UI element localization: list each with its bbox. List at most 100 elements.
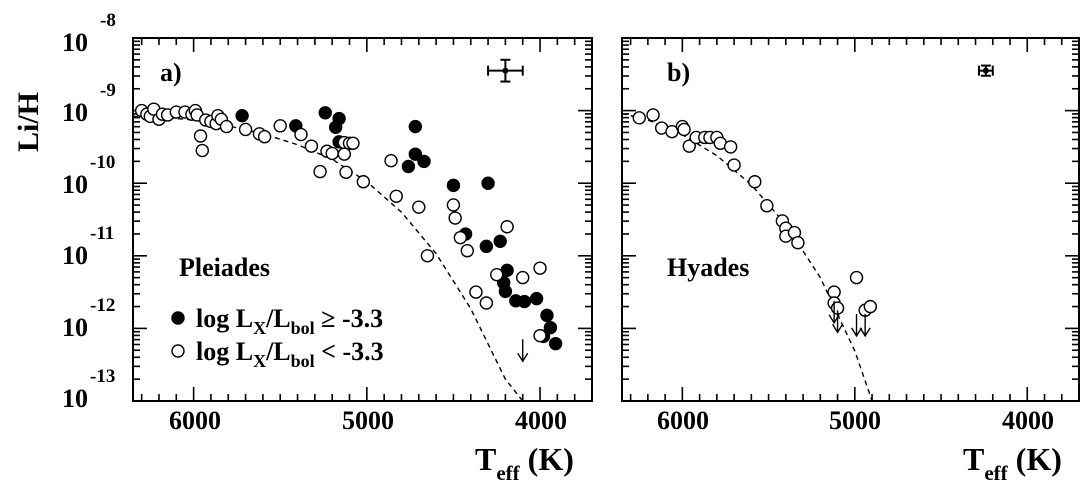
legend-entry-filled: log LX/Lbol ≥ -3.3 bbox=[196, 304, 383, 338]
data-point-open bbox=[748, 175, 762, 189]
data-point-open bbox=[389, 189, 403, 203]
data-point-open bbox=[500, 220, 514, 234]
y-tick-base: 10 bbox=[62, 384, 88, 413]
data-point-open bbox=[791, 236, 805, 250]
data-point-open bbox=[723, 140, 738, 154]
data-point-filled bbox=[408, 119, 423, 134]
y-tick-exp: -10 bbox=[90, 152, 115, 173]
x-axis-title-b: Teff (K) bbox=[963, 441, 1062, 485]
y-tick-base: 10 bbox=[62, 98, 88, 127]
upper-limit-head bbox=[517, 352, 529, 363]
data-point-filled bbox=[318, 106, 332, 120]
panel-pleiades: a) Pleiades 10 -8 10 -9 10 -10 10 -11 10… bbox=[12, 10, 593, 485]
data-point-open bbox=[849, 270, 864, 285]
data-point-open bbox=[479, 296, 494, 310]
data-point-open bbox=[760, 199, 774, 213]
x-axis-title-a: Teff (K) bbox=[475, 441, 574, 485]
upper-limit-head bbox=[850, 327, 863, 338]
data-point-open bbox=[490, 267, 504, 282]
data-point-open bbox=[632, 111, 646, 125]
upper-limit-arrow bbox=[850, 313, 863, 338]
data-point-open bbox=[516, 270, 530, 285]
y-tick-base: 10 bbox=[62, 313, 88, 342]
data-point-filled bbox=[235, 108, 249, 123]
y-tick-exp: -13 bbox=[90, 366, 115, 387]
data-point-filled bbox=[401, 159, 416, 174]
data-point-open bbox=[313, 164, 327, 179]
data-point-open bbox=[304, 139, 319, 153]
data-point-filled bbox=[543, 320, 558, 335]
data-point-filled bbox=[446, 178, 461, 193]
panel-label-b: b) bbox=[667, 58, 690, 87]
data-point-open bbox=[346, 136, 360, 150]
upper-limit-head bbox=[831, 323, 844, 334]
data-point-open bbox=[339, 165, 353, 180]
data-point-open bbox=[257, 130, 272, 144]
data-point-open bbox=[219, 119, 234, 134]
data-point-open bbox=[384, 153, 398, 168]
x-tick-label: 6000 bbox=[169, 406, 221, 435]
y-tick-base: 10 bbox=[62, 170, 88, 199]
data-point-open bbox=[646, 108, 660, 122]
ticks-b bbox=[622, 37, 1080, 402]
data-point-open bbox=[677, 122, 691, 137]
data-point-open bbox=[193, 129, 208, 143]
data-point-open bbox=[412, 200, 426, 214]
error-bar-b bbox=[977, 64, 994, 77]
data-point-open bbox=[337, 147, 352, 161]
plot-frame-b bbox=[621, 37, 1080, 402]
x-axis-labels-a: 6000 5000 4000 bbox=[169, 406, 567, 435]
data-point-filled bbox=[509, 294, 523, 308]
upper-limit-arrow bbox=[517, 339, 529, 363]
upper-limit-arrow bbox=[859, 313, 871, 338]
y-axis-labels: 10 -8 10 -9 10 -10 10 -11 10 -12 10 -13 bbox=[62, 10, 116, 413]
data-point-open bbox=[533, 261, 547, 275]
data-point-open bbox=[446, 198, 461, 212]
data-point-filled bbox=[408, 147, 423, 161]
data-point-filled bbox=[498, 284, 513, 299]
data-point-open bbox=[294, 127, 308, 142]
data-point-open bbox=[448, 211, 462, 225]
data-point-filled bbox=[479, 239, 494, 254]
y-tick-base: 10 bbox=[62, 28, 88, 57]
data-point-filled bbox=[529, 291, 544, 306]
data-point-open bbox=[469, 285, 483, 299]
data-point-filled bbox=[481, 176, 495, 190]
data-point-open bbox=[273, 119, 287, 133]
upper-limit-head bbox=[859, 327, 871, 338]
panel-hyades: b) Hyades 6000 5000 4000 Teff (K) bbox=[621, 37, 1080, 485]
data-point-open bbox=[238, 122, 253, 137]
y-tick-exp: -9 bbox=[100, 80, 116, 101]
x-tick-label: 4000 bbox=[515, 406, 567, 435]
data-point-open bbox=[682, 139, 696, 153]
panel-label-a: a) bbox=[160, 58, 182, 87]
ticks-a bbox=[133, 37, 593, 402]
x-tick-label: 6000 bbox=[657, 406, 709, 435]
y-tick-base: 10 bbox=[62, 241, 88, 270]
legend-entry-open: log LX/Lbol < -3.3 bbox=[196, 337, 384, 371]
data-point-filled bbox=[493, 234, 507, 248]
data-point-open bbox=[460, 244, 474, 258]
y-tick-exp: -11 bbox=[90, 223, 114, 244]
data-point-filled bbox=[548, 336, 563, 351]
data-point-open bbox=[356, 175, 371, 189]
data-point-filled bbox=[332, 111, 346, 126]
y-tick-exp: -8 bbox=[100, 10, 116, 31]
data-point-filled bbox=[417, 154, 431, 169]
y-tick-exp: -12 bbox=[90, 295, 115, 316]
x-tick-label: 5000 bbox=[829, 406, 881, 435]
upper-limit-arrow bbox=[831, 310, 844, 334]
data-point-open bbox=[325, 146, 339, 161]
legend: log LX/Lbol ≥ -3.3 log LX/Lbol < -3.3 bbox=[171, 304, 384, 371]
x-tick-label: 5000 bbox=[342, 406, 394, 435]
data-point-open bbox=[727, 158, 741, 172]
data-points-a bbox=[134, 102, 563, 363]
data-point-open bbox=[195, 143, 209, 158]
plot-frame-a bbox=[132, 37, 593, 402]
data-point-open bbox=[863, 299, 878, 314]
error-bar-a bbox=[487, 58, 524, 83]
x-tick-label: 4000 bbox=[1002, 406, 1054, 435]
y-axis-title: Li/H bbox=[12, 92, 45, 152]
data-point-open bbox=[453, 230, 468, 245]
